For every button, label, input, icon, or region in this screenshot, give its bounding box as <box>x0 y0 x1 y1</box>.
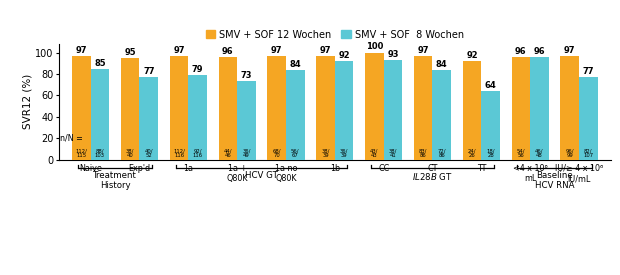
Bar <box>365 53 384 160</box>
Text: 96: 96 <box>534 47 545 56</box>
Bar <box>170 56 188 160</box>
Text: 97: 97 <box>417 46 429 55</box>
Bar <box>121 58 140 160</box>
Text: 24/
26: 24/ 26 <box>467 148 476 158</box>
Text: 73: 73 <box>241 71 252 80</box>
Text: Treatment
History: Treatment History <box>93 171 137 190</box>
Text: 92/
116: 92/ 116 <box>193 148 203 158</box>
Bar <box>188 75 207 160</box>
Bar <box>72 56 91 160</box>
Legend: SMV + SOF 12 Wochen, SMV + SOF  8 Wochen: SMV + SOF 12 Wochen, SMV + SOF 8 Wochen <box>202 26 468 43</box>
Text: 112/
115: 112/ 115 <box>76 148 87 158</box>
Text: 96: 96 <box>515 47 526 56</box>
Text: 40/
52: 40/ 52 <box>144 148 153 158</box>
Bar <box>286 70 304 160</box>
Text: 92: 92 <box>466 51 478 60</box>
Bar <box>481 91 500 160</box>
Text: 97: 97 <box>320 46 331 55</box>
Bar <box>140 77 158 160</box>
Text: 56/
67: 56/ 67 <box>291 148 299 158</box>
Text: 88/
103: 88/ 103 <box>95 148 105 158</box>
Text: 46/
48: 46/ 48 <box>535 148 544 158</box>
Bar <box>433 70 451 160</box>
Bar <box>335 61 353 160</box>
Bar <box>530 57 549 160</box>
Text: 18/
28: 18/ 28 <box>486 148 495 158</box>
Text: 36/
49: 36/ 49 <box>242 148 250 158</box>
Text: 84: 84 <box>290 60 301 68</box>
Text: 64: 64 <box>485 81 497 90</box>
Text: 54/
56: 54/ 56 <box>516 148 525 158</box>
Text: 77: 77 <box>582 67 594 76</box>
Bar <box>267 56 286 160</box>
Bar <box>512 57 530 160</box>
Text: 68/
70: 68/ 70 <box>272 148 281 158</box>
Y-axis label: SVR12 (%): SVR12 (%) <box>22 74 32 129</box>
Bar <box>237 81 255 160</box>
Text: n/N =: n/N = <box>60 134 82 143</box>
Bar <box>316 56 335 160</box>
Bar <box>560 56 579 160</box>
Text: 95: 95 <box>125 48 136 57</box>
Text: 83/
86: 83/ 86 <box>419 148 427 158</box>
Text: 38/
41: 38/ 41 <box>389 148 397 158</box>
Bar <box>91 68 109 160</box>
Text: 96/
99: 96/ 99 <box>565 148 574 158</box>
Text: 44/
46: 44/ 46 <box>224 148 232 158</box>
Text: $\mathit{IL28B}$ GT: $\mathit{IL28B}$ GT <box>412 171 453 182</box>
Text: 97: 97 <box>76 46 87 55</box>
Text: 92: 92 <box>339 51 350 60</box>
Text: 84: 84 <box>436 60 448 68</box>
Text: 38/
39: 38/ 39 <box>321 148 330 158</box>
Text: 43/
43: 43/ 43 <box>370 148 379 158</box>
Bar <box>463 61 481 160</box>
Bar <box>579 77 598 160</box>
Text: 77: 77 <box>143 67 154 76</box>
Text: Baseline
HCV RNA: Baseline HCV RNA <box>535 171 574 190</box>
Text: 79: 79 <box>192 65 203 74</box>
Text: 85: 85 <box>94 59 106 68</box>
Text: 97: 97 <box>271 46 283 55</box>
Text: 72/
86: 72/ 86 <box>438 148 446 158</box>
Text: 112/
116: 112/ 116 <box>173 148 185 158</box>
Text: HCV GT: HCV GT <box>245 171 278 180</box>
Text: 97: 97 <box>173 46 185 55</box>
Text: 38/
40: 38/ 40 <box>126 148 135 158</box>
Text: 93: 93 <box>387 50 399 59</box>
Bar <box>414 56 433 160</box>
Text: 96: 96 <box>222 47 234 56</box>
Bar <box>384 60 402 160</box>
Text: 100: 100 <box>366 42 383 51</box>
Bar <box>219 57 237 160</box>
Text: 97: 97 <box>564 46 575 55</box>
Text: 36/
39: 36/ 39 <box>340 148 348 158</box>
Text: 82/
107: 82/ 107 <box>583 148 593 158</box>
